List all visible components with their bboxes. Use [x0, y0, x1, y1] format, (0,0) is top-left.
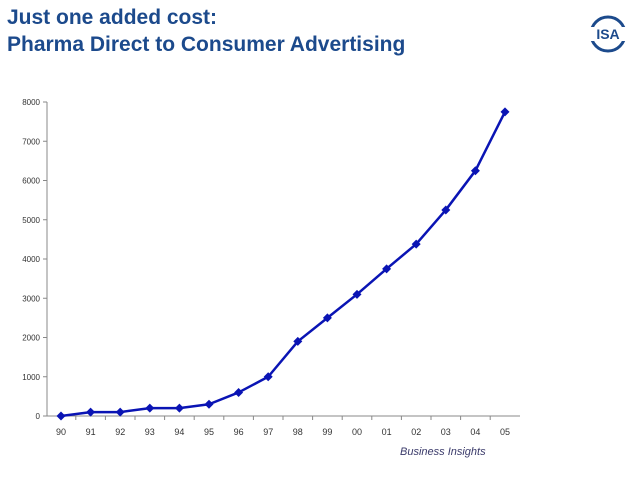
x-tick-label: 97 — [263, 427, 273, 437]
x-tick-label: 98 — [293, 427, 303, 437]
y-tick-label: 3000 — [22, 294, 40, 303]
y-tick-label: 7000 — [22, 137, 40, 146]
x-tick-label: 94 — [174, 427, 184, 437]
data-point-marker — [116, 408, 125, 417]
data-point-marker — [57, 412, 66, 421]
x-tick-labels: 90 91 92 93 94 95 96 97 98 99 00 01 02 03 04 05 — [56, 416, 510, 437]
series-group — [57, 107, 510, 420]
data-point-marker — [234, 388, 243, 397]
y-tick-label: 5000 — [22, 216, 40, 225]
x-tick-label: 92 — [115, 427, 125, 437]
series-line — [61, 112, 505, 416]
x-tick-label: 91 — [86, 427, 96, 437]
source-label: Business Insights — [400, 446, 486, 458]
x-tick-label: 02 — [411, 427, 421, 437]
y-tick-labels: 0 1000 2000 3000 4000 5000 6000 7000 8000 — [22, 98, 47, 421]
x-tick-label: 05 — [500, 427, 510, 437]
y-tick-label: 4000 — [22, 255, 40, 264]
x-tick-label: 96 — [234, 427, 244, 437]
data-point-marker — [145, 404, 154, 413]
data-point-marker — [205, 400, 214, 409]
y-tick-label: 0 — [36, 412, 41, 421]
chart-axes — [47, 102, 520, 416]
y-tick-label: 1000 — [22, 373, 40, 382]
data-point-marker — [501, 107, 510, 116]
x-tick-label: 01 — [382, 427, 392, 437]
x-tick-label: 99 — [322, 427, 332, 437]
data-point-marker — [175, 404, 184, 413]
x-tick-label: 00 — [352, 427, 362, 437]
y-tick-label: 2000 — [22, 334, 40, 343]
x-tick-label: 95 — [204, 427, 214, 437]
data-point-marker — [86, 408, 95, 417]
x-tick-label: 04 — [470, 427, 480, 437]
x-tick-label: 93 — [145, 427, 155, 437]
x-tick-label: 03 — [441, 427, 451, 437]
x-tick-label: 90 — [56, 427, 66, 437]
y-tick-label: 8000 — [22, 98, 40, 107]
y-tick-label: 6000 — [22, 177, 40, 186]
